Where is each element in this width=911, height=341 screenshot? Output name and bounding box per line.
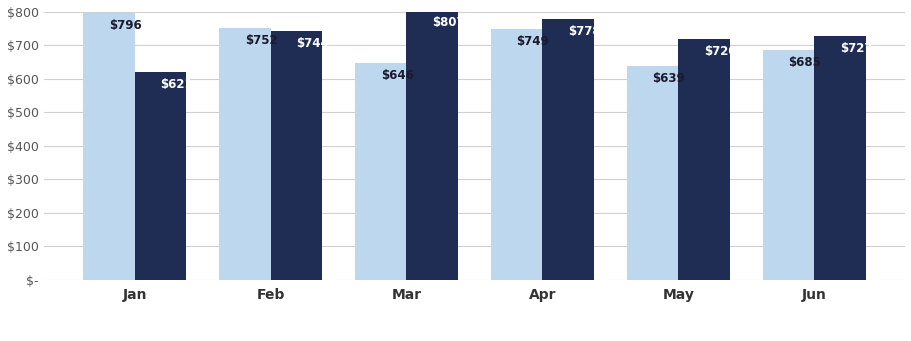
- Text: $646: $646: [380, 70, 413, 83]
- Bar: [542, 19, 593, 280]
- Bar: [814, 36, 865, 280]
- Bar: [135, 72, 186, 280]
- Text: $621: $621: [160, 78, 193, 91]
- Bar: [626, 66, 678, 280]
- Bar: [83, 13, 135, 280]
- Text: $807: $807: [432, 16, 465, 29]
- Bar: [219, 28, 271, 280]
- Text: $720: $720: [703, 45, 736, 58]
- Text: $778: $778: [568, 25, 600, 38]
- Bar: [406, 10, 457, 280]
- Text: $727: $727: [839, 42, 872, 55]
- Text: $796: $796: [108, 19, 141, 32]
- Text: $685: $685: [788, 57, 821, 70]
- Bar: [490, 29, 542, 280]
- Text: $749: $749: [516, 35, 548, 48]
- Bar: [354, 63, 406, 280]
- Bar: [678, 39, 729, 280]
- Text: $752: $752: [244, 34, 277, 47]
- Bar: [271, 31, 322, 280]
- Text: $744: $744: [296, 37, 329, 50]
- Bar: [762, 50, 814, 280]
- Text: $639: $639: [651, 72, 684, 85]
